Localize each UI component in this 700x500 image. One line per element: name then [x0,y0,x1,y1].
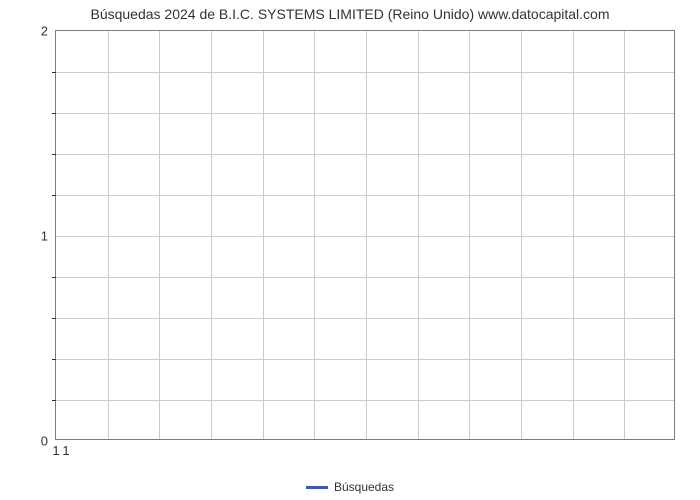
x-axis-tick-label: 1 [62,439,69,458]
gridline-horizontal-minor [56,359,674,360]
y-axis-minor-tick [52,113,56,114]
legend: Búsquedas [0,480,700,494]
gridline-vertical [108,31,109,439]
plot-area: 01211 [55,30,675,440]
gridline-horizontal-minor [56,72,674,73]
y-axis-minor-tick [52,400,56,401]
chart-container: Búsquedas 2024 de B.I.C. SYSTEMS LIMITED… [0,0,700,500]
gridline-horizontal-major [56,236,674,237]
chart-title: Búsquedas 2024 de B.I.C. SYSTEMS LIMITED… [0,6,700,22]
legend-swatch [306,486,328,489]
legend-label: Búsquedas [334,480,394,494]
gridline-horizontal-minor [56,318,674,319]
gridline-vertical [159,31,160,439]
y-axis-minor-tick [52,318,56,319]
gridline-vertical [469,31,470,439]
gridline-horizontal-minor [56,113,674,114]
gridline-horizontal-minor [56,400,674,401]
y-axis-minor-tick [52,72,56,73]
gridline-vertical [366,31,367,439]
gridline-vertical [573,31,574,439]
y-axis-minor-tick [52,359,56,360]
y-axis-minor-tick [52,277,56,278]
x-axis-tick-label: 1 [52,439,59,458]
gridline-vertical [211,31,212,439]
gridline-vertical [521,31,522,439]
y-axis-tick-label: 1 [41,229,56,244]
y-axis-minor-tick [52,195,56,196]
gridline-vertical [263,31,264,439]
y-axis-tick-label: 2 [41,24,56,39]
gridline-horizontal-minor [56,154,674,155]
y-axis-minor-tick [52,154,56,155]
gridline-horizontal-minor [56,277,674,278]
gridline-horizontal-minor [56,195,674,196]
gridline-vertical [314,31,315,439]
gridline-vertical [624,31,625,439]
gridline-vertical [418,31,419,439]
